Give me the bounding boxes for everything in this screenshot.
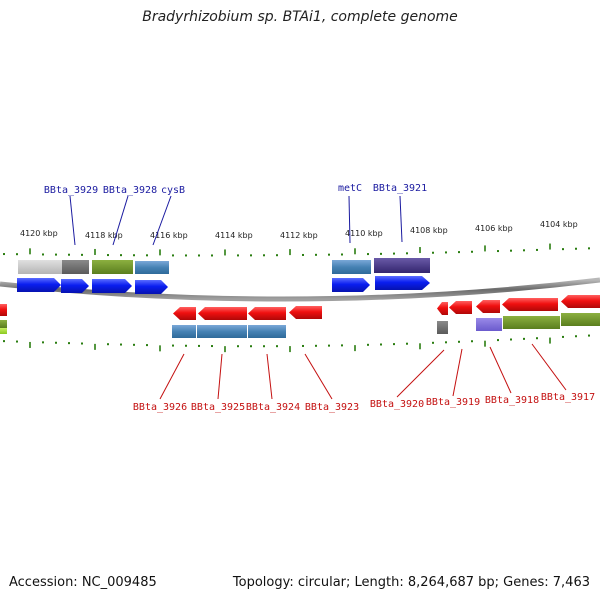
reverse-strand-track	[0, 295, 600, 320]
gene-label[interactable]: BBta_3924	[246, 402, 300, 413]
gene-arrow[interactable]	[332, 278, 370, 292]
gene-label[interactable]: metC	[338, 183, 362, 194]
feature-bar[interactable]	[561, 313, 600, 326]
label-leader	[217, 353, 223, 400]
scale-label: 4108 kbp	[410, 226, 448, 235]
feature-bar[interactable]	[437, 321, 448, 334]
gene-arrow[interactable]	[289, 306, 322, 319]
gene-label[interactable]: BBta_3928	[103, 185, 157, 196]
scale-label: 4110 kbp	[345, 229, 383, 238]
gene-arrow[interactable]	[248, 307, 286, 320]
label-leader	[152, 195, 172, 246]
feature-bar[interactable]	[0, 320, 7, 328]
gene-label[interactable]: BBta_3923	[305, 402, 359, 413]
scale-label: 4106 kbp	[475, 224, 513, 233]
accession-text: Accession: NC_009485	[9, 575, 157, 590]
feature-bar[interactable]	[374, 258, 430, 273]
feature-bar[interactable]	[18, 260, 62, 274]
label-leaders-top	[69, 195, 403, 246]
scale-label: 4116 kbp	[150, 231, 188, 240]
feature-bar[interactable]	[135, 261, 169, 274]
inner-tick-ring	[3, 334, 590, 353]
genome-backbone	[0, 277, 600, 302]
gene-label[interactable]: BBta_3919	[426, 397, 480, 408]
gene-arrow[interactable]	[449, 301, 472, 314]
gene-arrow[interactable]	[92, 279, 132, 293]
label-leader	[266, 353, 273, 400]
feature-bar[interactable]	[248, 325, 286, 338]
gene-label[interactable]: BBta_3917	[541, 392, 595, 403]
gene-arrow[interactable]	[173, 307, 196, 320]
feature-bar[interactable]	[332, 260, 371, 274]
gene-label[interactable]: cysB	[161, 185, 185, 196]
gene-arrow[interactable]	[135, 280, 168, 294]
gene-arrow[interactable]	[502, 298, 558, 311]
forward-strand-track	[17, 276, 430, 294]
gene-label[interactable]: BBta_3920	[370, 399, 424, 410]
gene-arrow[interactable]	[375, 276, 430, 290]
label-leader	[69, 195, 76, 246]
label-leader	[396, 349, 445, 398]
gene-arrow[interactable]	[437, 302, 448, 315]
scale-label: 4112 kbp	[280, 231, 318, 240]
scale-label: 4118 kbp	[85, 231, 123, 240]
feature-track-top	[18, 258, 430, 274]
gene-arrow[interactable]	[17, 278, 61, 292]
gene-label[interactable]: BBta_3926	[133, 402, 187, 413]
gene-arrow[interactable]	[198, 307, 247, 320]
feature-bar[interactable]	[62, 260, 89, 274]
gene-label[interactable]: BBta_3925	[191, 402, 245, 413]
feature-track-bottom	[0, 313, 600, 338]
label-leader	[452, 348, 463, 397]
label-leaders-bottom	[159, 343, 567, 400]
feature-bar[interactable]	[0, 328, 7, 334]
scale-label: 4104 kbp	[540, 220, 578, 229]
feature-bar[interactable]	[197, 325, 247, 338]
topology-text: Topology: circular; Length: 8,264,687 bp…	[232, 575, 590, 590]
map-title: Bradyrhizobium sp. BTAi1, complete genom…	[142, 9, 458, 25]
scale-label: 4114 kbp	[215, 231, 253, 240]
label-leader	[348, 195, 351, 244]
feature-bar[interactable]	[172, 325, 196, 338]
gene-label[interactable]: BBta_3921	[373, 183, 427, 194]
outer-tick-ring	[3, 243, 590, 257]
gene-arrow[interactable]	[61, 279, 89, 293]
label-leader	[304, 353, 333, 400]
gene-arrow[interactable]	[0, 304, 7, 316]
feature-bar[interactable]	[476, 318, 502, 331]
feature-bar[interactable]	[92, 260, 133, 274]
gene-arrow[interactable]	[561, 295, 600, 308]
gene-label[interactable]: BBta_3929	[44, 185, 98, 196]
feature-bar[interactable]	[503, 316, 560, 329]
label-leader	[399, 195, 403, 243]
label-leader	[112, 195, 129, 246]
label-leader	[489, 346, 512, 394]
label-leader	[159, 353, 185, 400]
gene-arrow[interactable]	[476, 300, 500, 313]
scale-label: 4120 kbp	[20, 229, 58, 238]
label-leader	[531, 343, 567, 391]
gene-label[interactable]: BBta_3918	[485, 395, 539, 406]
